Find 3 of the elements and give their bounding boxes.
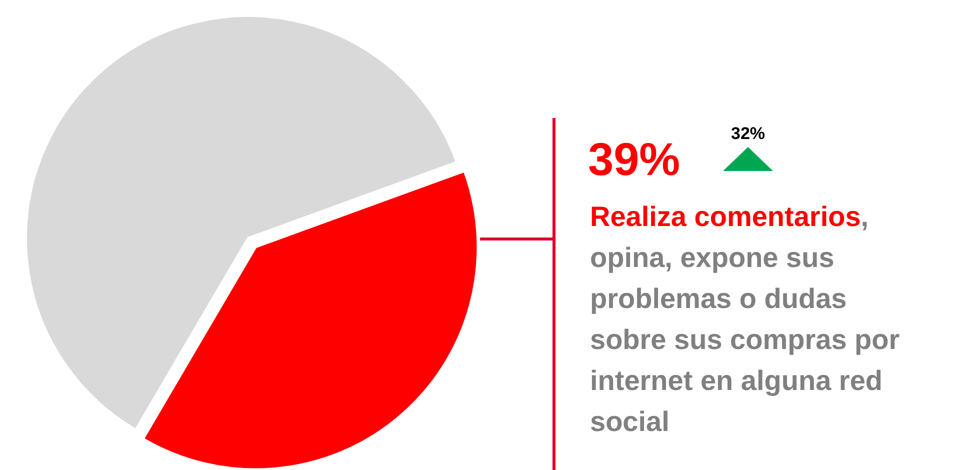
text: Realiza comentarios xyxy=(590,201,861,232)
data-label: 39% xyxy=(588,132,680,186)
text: 32% xyxy=(731,124,766,144)
